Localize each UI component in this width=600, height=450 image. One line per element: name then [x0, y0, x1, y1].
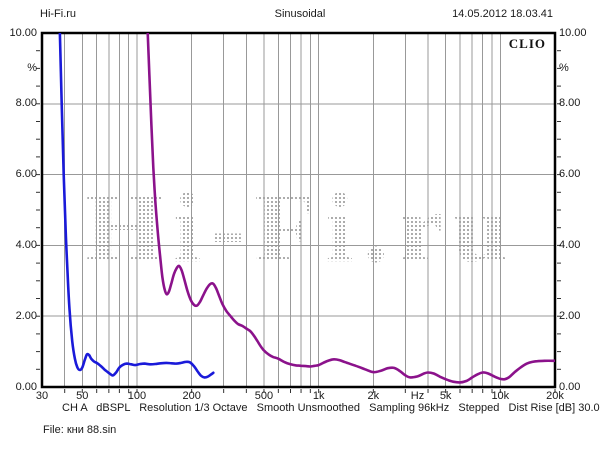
plot-border	[40, 31, 557, 389]
y-axis-tick-label: 4.00	[15, 238, 37, 251]
y-axis-tick-label: 0.00	[15, 380, 37, 393]
x-axis-tick-label: 1k	[312, 390, 325, 402]
y-axis-tick-label: 8.00	[15, 97, 37, 110]
y-axis-tick-label: 6.00	[15, 168, 37, 181]
y-axis-unit-label: %	[27, 62, 37, 74]
y-axis-tick-label: 0.00	[559, 380, 581, 393]
y-axis-tick-label: 2.00	[559, 309, 581, 322]
y-axis-unit-label: %	[559, 62, 569, 74]
status-bar: CH A dBSPL Resolution 1/3 Octave Smooth …	[62, 402, 600, 414]
y-axis-tick-label: 4.00	[559, 238, 581, 251]
x-axis-tick-label: 500	[254, 390, 274, 402]
x-axis-tick-label: 20k	[546, 390, 564, 402]
y-axis-tick-label: 10.00	[559, 26, 587, 39]
y-axis-tick-label: 2.00	[15, 309, 37, 322]
timestamp-label: 14.05.2012 18.03.41	[452, 8, 553, 20]
header-site-label: Hi-Fi.ru	[40, 8, 77, 20]
y-axis-tick-label: 8.00	[559, 97, 581, 110]
x-axis-tick-label: 100	[127, 390, 147, 402]
x-axis-unit-label: Hz	[410, 390, 425, 402]
y-axis-tick-label: 6.00	[559, 168, 581, 181]
distortion-curve-purple	[146, 33, 555, 384]
file-name-label: File: кни 88.sin	[43, 424, 117, 436]
x-axis-tick-label: 2k	[367, 390, 380, 402]
x-axis-tick-label: 30	[35, 390, 49, 402]
chart-title: Sinusoidal	[274, 8, 326, 20]
clio-logo: CLIO	[508, 36, 546, 51]
x-axis-tick-label: 200	[182, 390, 201, 402]
x-axis-tick-label: 5k	[439, 390, 452, 402]
x-axis-tick-label: 50	[76, 390, 89, 402]
x-axis-tick-label: 10k	[491, 390, 510, 402]
distortion-curve-blue	[58, 33, 215, 379]
y-axis-tick-label: 10.00	[9, 26, 37, 39]
